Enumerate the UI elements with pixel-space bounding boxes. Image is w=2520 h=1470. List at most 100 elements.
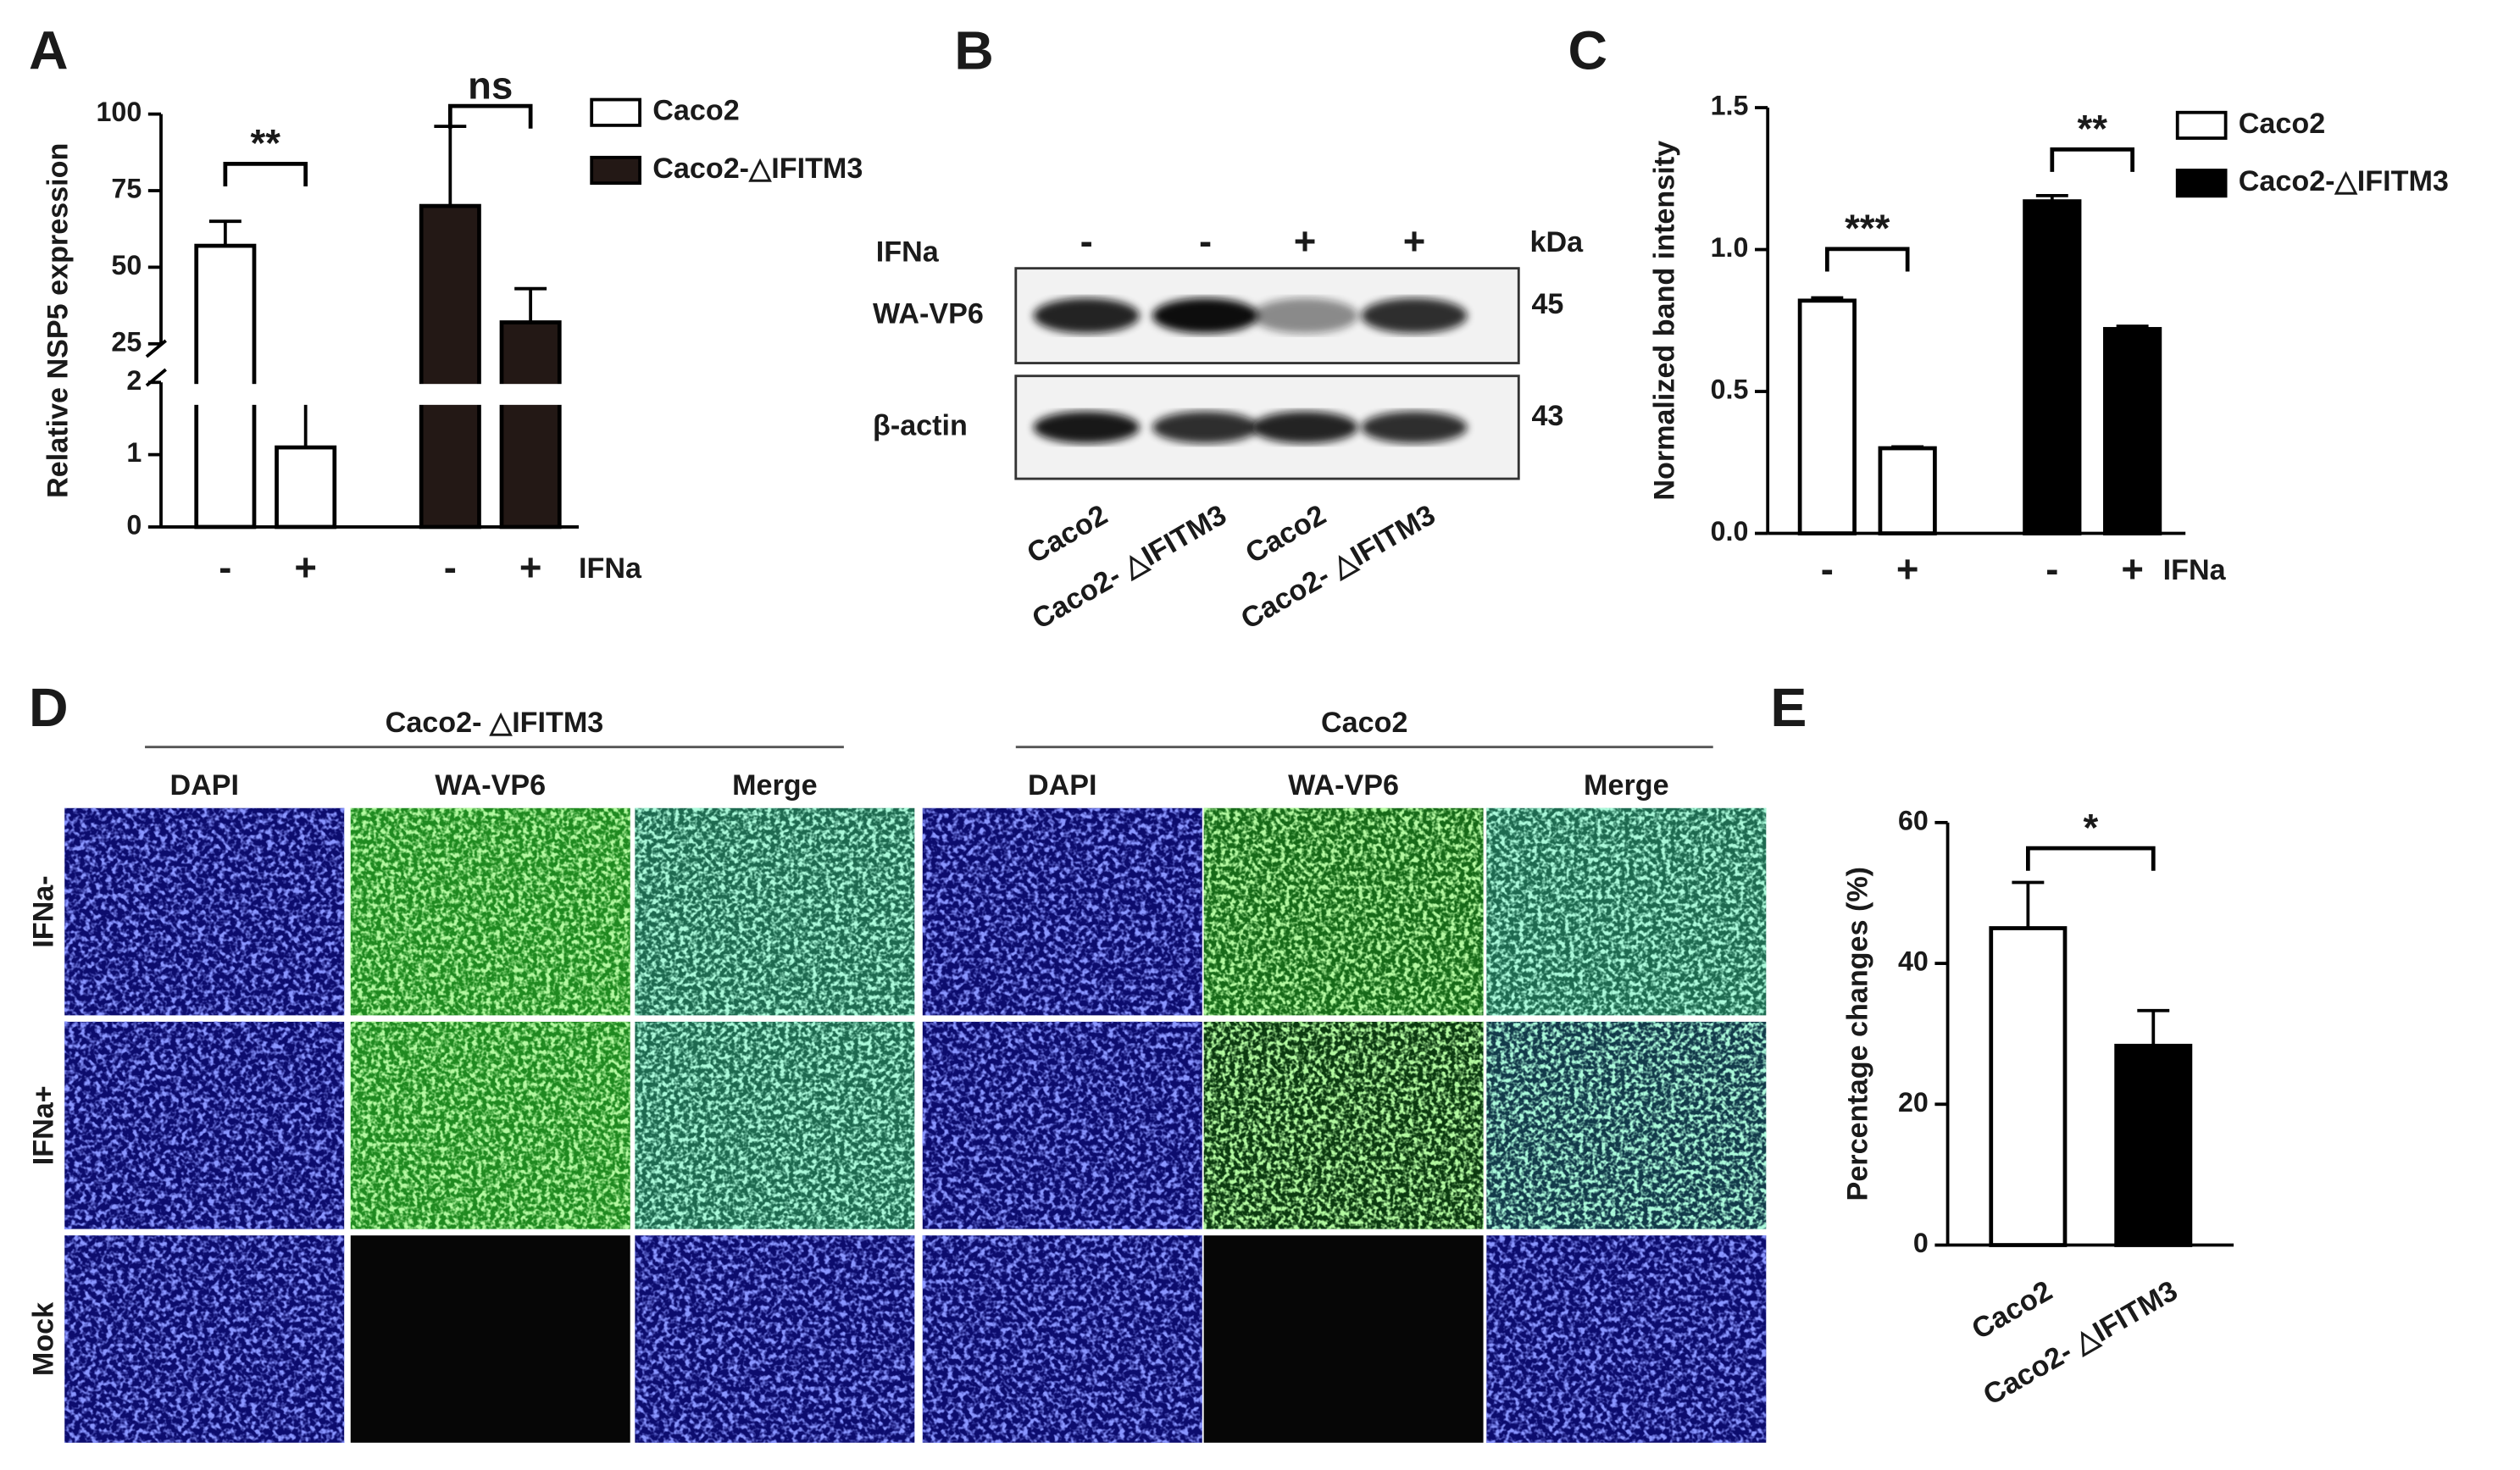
panel-letter: C (1568, 20, 1608, 81)
treatment-sign: + (1294, 219, 1317, 263)
micrograph-texture (1486, 1235, 1767, 1443)
channel-label: WA-VP6 (435, 769, 546, 802)
panel-letter: B (954, 20, 994, 81)
legend-label: Caco2-△IFITM3 (652, 153, 863, 185)
group-label: Caco2- △IFITM3 (386, 707, 604, 739)
y-tick-label: 2 (126, 365, 142, 396)
micrograph-texture (1486, 1021, 1767, 1229)
error-bar (1891, 445, 1924, 449)
y-tick-label: 1.5 (1711, 91, 1749, 121)
x-tick-label: - (219, 546, 231, 589)
y-tick-label: 0 (126, 509, 142, 540)
bar (2023, 199, 2082, 535)
x-tick-label: - (2045, 547, 2058, 591)
blot-row-label: β-actin (873, 409, 968, 441)
bar (499, 320, 562, 530)
x-tick-label: - (444, 546, 457, 589)
x-tick-label: + (519, 546, 542, 589)
axis-break-gap (170, 384, 580, 405)
y-tick-label: 50 (111, 250, 142, 280)
channel-label: Merge (732, 769, 818, 802)
blot-row-label: WA-VP6 (873, 298, 984, 330)
lane-label: Caco2- △IFITM3 (1027, 499, 1232, 636)
lane-label: Caco2 (1022, 499, 1113, 570)
legend-swatch (2175, 110, 2228, 140)
y-tick-label: 40 (1898, 946, 1929, 977)
bar (1797, 298, 1857, 535)
panel-letter: E (1770, 677, 1807, 738)
significance-bracket (2026, 846, 2156, 871)
significance-bracket (447, 103, 533, 129)
treatment-label: IFNa (876, 236, 940, 269)
panel-letter: D (29, 677, 69, 738)
error-bar (1811, 296, 1844, 301)
blot-size: 45 (1531, 288, 1563, 320)
channel-label: DAPI (1028, 769, 1097, 802)
error-bar (514, 286, 547, 323)
y-axis-label: Relative NSP5 expression (42, 143, 75, 498)
bar (275, 445, 337, 530)
row-label: Mock (28, 1301, 60, 1376)
error-bar (2116, 325, 2149, 330)
micrograph-texture (1203, 1021, 1484, 1229)
bar (419, 203, 481, 530)
bar (2114, 1043, 2193, 1247)
significance-label: ** (2078, 108, 2108, 151)
micrograph (1203, 1235, 1484, 1443)
micrograph-texture (64, 807, 345, 1016)
channel-label: Merge (1584, 769, 1669, 802)
y-tick-label: 1.0 (1711, 232, 1749, 263)
significance-label: ** (251, 122, 281, 165)
significance-label: * (2083, 806, 2098, 849)
significance-label: ns (468, 64, 513, 107)
blot-band (1152, 411, 1259, 444)
blot-band (1152, 297, 1259, 334)
legend-swatch (590, 155, 641, 186)
legend-swatch (590, 97, 641, 127)
significance-label: *** (1845, 207, 1890, 250)
error-bar (2035, 193, 2068, 202)
blot-size: 43 (1531, 400, 1563, 432)
blot-band (1252, 297, 1358, 334)
error-bar (208, 219, 241, 247)
micrograph-texture (922, 1021, 1202, 1229)
x-tick-label: Caco2 (1967, 1274, 2058, 1345)
error-bar (289, 398, 322, 448)
error-bar (434, 125, 467, 207)
row-label: IFNa+ (28, 1085, 60, 1165)
panel-letter: A (29, 20, 69, 81)
legend-label: Caco2 (652, 95, 739, 127)
legend-label: Caco2 (2239, 108, 2325, 140)
y-tick-label: 0 (1913, 1228, 1929, 1258)
bar (2103, 326, 2162, 535)
blot-band (1033, 297, 1140, 334)
significance-bracket (2050, 147, 2134, 172)
micrograph-texture (635, 1021, 915, 1229)
micrograph-texture (350, 1021, 630, 1229)
blot-band (1361, 297, 1468, 334)
blot-band (1252, 411, 1358, 444)
y-tick-label: 60 (1898, 805, 1929, 835)
blot-band (1033, 411, 1140, 444)
bar (1989, 926, 2068, 1247)
x-tick-label: + (1896, 547, 1919, 591)
y-tick-label: 0.5 (1711, 374, 1749, 405)
micrograph-texture (1203, 807, 1484, 1016)
row-label: IFNa- (28, 875, 60, 947)
y-tick-label: 20 (1898, 1087, 1929, 1118)
treatment-sign: + (1403, 219, 1426, 263)
error-bar (2012, 880, 2045, 929)
y-tick-label: 75 (111, 174, 142, 204)
micrograph-texture (64, 1021, 345, 1229)
legend-label: Caco2-△IFITM3 (2239, 165, 2449, 197)
legend-swatch (2175, 169, 2228, 198)
channel-label: DAPI (169, 769, 239, 802)
micrograph-texture (635, 807, 915, 1016)
micrograph-texture (635, 1235, 915, 1443)
micrograph-texture (350, 807, 630, 1016)
unit-label: kDa (1530, 226, 1585, 258)
y-tick-label: 25 (111, 326, 142, 357)
x-tick-label: + (294, 546, 317, 589)
